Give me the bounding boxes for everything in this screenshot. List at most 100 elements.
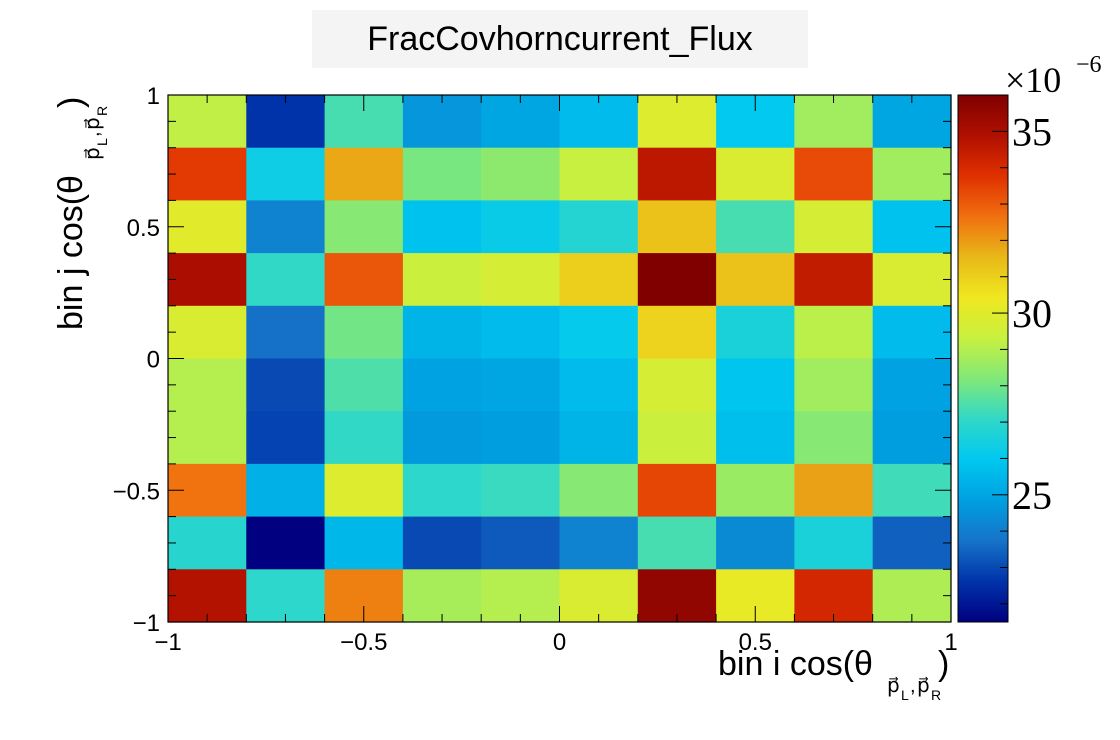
heatmap-cell [637, 200, 717, 254]
chart-title: FracCovhorncurrent_Flux [367, 20, 752, 58]
y-tick-labels: −1 −0.5 0 0.5 1 [113, 83, 160, 637]
heatmap-cell [794, 411, 874, 465]
color-bar-tick-label: 25 [1012, 473, 1052, 518]
heatmap-cell [246, 358, 326, 412]
heatmap-cell [246, 253, 326, 307]
x-tick-labels: −1 −0.5 0 0.5 1 [154, 629, 957, 656]
heatmap-cell [637, 95, 717, 149]
heatmap-cell [402, 305, 482, 360]
y-axis-label-sub-comma: , [82, 131, 104, 137]
heatmap-cell [246, 569, 326, 623]
heatmap-cell [559, 253, 639, 307]
x-axis-label-sub-p1: p⃗ [887, 675, 900, 697]
heatmap-cell [168, 411, 247, 465]
heatmap-cell [402, 358, 482, 412]
heatmap-cell [324, 463, 404, 518]
color-bar-tick-label: 35 [1012, 109, 1052, 154]
y-tick-label: −1 [133, 610, 160, 637]
heatmap-cell [872, 253, 952, 307]
heatmap-cell [168, 516, 247, 570]
heatmap-cell [481, 200, 561, 254]
heatmap-cell [481, 358, 561, 412]
color-bar-frame [957, 94, 1009, 623]
heatmap-cell [481, 463, 561, 518]
heatmap-cell [794, 516, 874, 570]
heatmap-cell [794, 200, 874, 254]
heatmap-cell [872, 516, 952, 570]
x-axis-label-sub-comma: , [910, 675, 916, 697]
x-tick-label: 0 [553, 629, 566, 656]
heatmap-cell [402, 411, 482, 465]
heatmap-cell [168, 569, 247, 623]
x-axis-label: bin i cos(θ p⃗ L , p⃗ R ) [718, 645, 949, 703]
heatmap-cell [716, 305, 795, 360]
heatmap-cell [246, 147, 326, 201]
color-bar-tick-label: 30 [1012, 291, 1052, 336]
heatmap-cell [324, 200, 404, 254]
heatmap-cell [637, 253, 717, 307]
x-tick-label: 1 [944, 629, 957, 656]
heatmap-cell [246, 95, 326, 149]
heatmap-cell [559, 305, 639, 360]
color-bar [958, 95, 1008, 622]
y-tick-label: −0.5 [113, 478, 160, 505]
heatmap-cell [637, 569, 717, 623]
x-axis-label-sub-r: R [931, 687, 941, 703]
y-axis-label-close: ) [52, 97, 90, 108]
heatmap-cell [481, 253, 561, 307]
heatmap-cell [324, 147, 404, 201]
y-axis-label-sub-l: L [94, 138, 110, 146]
x-axis-label-close: ) [938, 645, 949, 683]
heatmap-cell [559, 147, 639, 201]
heatmap-cell [716, 200, 795, 254]
heatmap-cell [246, 516, 326, 570]
x-tick-label: −0.5 [340, 629, 387, 656]
heatmap-cell [637, 147, 717, 201]
heatmap-cell [872, 95, 952, 149]
heatmap-cells [168, 95, 952, 623]
heatmap-cell [324, 253, 404, 307]
heatmap-cell [637, 463, 717, 518]
x-tick-label: 0.5 [739, 629, 772, 656]
heatmap-cell [402, 516, 482, 570]
heatmap-cell [559, 200, 639, 254]
heatmap-cell [246, 200, 326, 254]
heatmap-cell [716, 253, 795, 307]
heatmap-cell [402, 253, 482, 307]
heatmap-cell [168, 305, 247, 360]
heatmap-cell [637, 516, 717, 570]
heatmap-cell [559, 569, 639, 623]
heatmap-cell [246, 411, 326, 465]
axis-ticks [167, 94, 952, 623]
heatmap-cell [872, 358, 952, 412]
heatmap-cell [559, 411, 639, 465]
heatmap-cell [794, 147, 874, 201]
heatmap-cell [324, 358, 404, 412]
heatmap-cell [481, 569, 561, 623]
heatmap-cell [716, 147, 795, 201]
heatmap-cell [716, 358, 795, 412]
color-bar-multiplier-exponent: −6 [1076, 52, 1102, 78]
heatmap-cell [559, 516, 639, 570]
heatmap-cell [402, 147, 482, 201]
y-axis-label-sub-r: R [94, 106, 110, 116]
color-bar-ticks: 25 30 35 [992, 94, 1052, 605]
y-tick-label: 0 [147, 347, 160, 374]
y-axis-label-text: bin j cos(θ [52, 175, 90, 330]
heatmap-cell [716, 411, 795, 465]
heatmap-cell [481, 305, 561, 360]
heatmap-cell [402, 569, 482, 623]
heatmap-cell [794, 358, 874, 412]
heatmap-cell [559, 95, 639, 149]
heatmap-cell [168, 147, 247, 201]
title-box [312, 10, 808, 68]
heatmap-cell [168, 358, 247, 412]
y-axis-label-sub-p1: p⃗ [82, 147, 104, 160]
heatmap-cell [402, 463, 482, 518]
y-tick-label: 0.5 [127, 215, 160, 242]
heatmap-cell [637, 411, 717, 465]
heatmap-cell [246, 305, 326, 360]
heatmap-cell [872, 569, 952, 623]
heatmap-cell [481, 147, 561, 201]
heatmap-cell [324, 411, 404, 465]
